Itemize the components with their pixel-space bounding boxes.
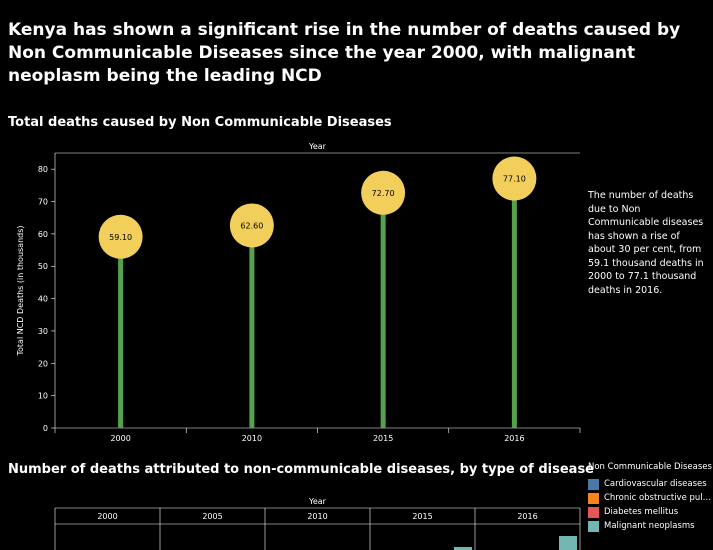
lollipop-circle	[98, 214, 143, 259]
legend-swatch	[588, 520, 599, 532]
x-tick-label: 2010	[242, 434, 262, 443]
chart2-title: Number of deaths attributed to non-commu…	[8, 462, 595, 477]
legend-swatch	[588, 478, 599, 490]
y-tick-label: 50	[38, 262, 48, 271]
data-label: 77.10	[503, 175, 526, 184]
x-axis-title: Year	[308, 142, 327, 151]
legend-label: Chronic obstructive pul…	[604, 493, 712, 503]
y-tick-label: 10	[38, 392, 48, 401]
y-tick-label: 0	[43, 424, 48, 433]
facet-label: 2005	[202, 512, 222, 521]
legend-swatch	[588, 492, 599, 504]
x-tick-label: 2015	[373, 434, 393, 443]
y-tick-label: 70	[38, 198, 48, 207]
y-tick-label: 60	[38, 230, 48, 239]
y-tick-label: 80	[38, 165, 48, 174]
facet-label: 2010	[307, 512, 327, 521]
bar-malignant-2016	[559, 536, 577, 550]
disease-legend: Non Communicable Diseases Cardiovascular…	[588, 462, 713, 533]
data-label: 62.60	[240, 221, 263, 230]
y-tick-label: 30	[38, 327, 48, 336]
facet-label: 2015	[412, 512, 432, 521]
x-tick-label: 2016	[504, 434, 524, 443]
legend-item: Chronic obstructive pul…	[588, 491, 713, 505]
headline: Kenya has shown a significant rise in th…	[8, 20, 681, 86]
facet-axis-title: Year	[308, 497, 327, 506]
chart1-title: Total deaths caused by Non Communicable …	[8, 115, 392, 130]
legend-swatch	[588, 506, 599, 518]
legend-label: Diabetes mellitus	[604, 507, 679, 517]
legend-item: Cardiovascular diseases	[588, 477, 713, 491]
y-tick-label: 40	[38, 295, 48, 304]
y-tick-label: 20	[38, 359, 48, 368]
legend-title: Non Communicable Diseases	[588, 462, 712, 472]
x-tick-label: 2000	[110, 434, 130, 443]
chart1-annotation: The number of deaths due to Non Communic…	[588, 190, 704, 296]
lollipop-circle	[361, 170, 406, 215]
data-label: 59.10	[109, 233, 132, 242]
facet-label: 2016	[517, 512, 537, 521]
legend-item: Diabetes mellitus	[588, 505, 713, 519]
lollipop-circle	[229, 203, 274, 248]
facet-label: 2000	[97, 512, 117, 521]
legend-label: Cardiovascular diseases	[604, 479, 707, 489]
legend-label: Malignant neoplasms	[604, 521, 695, 531]
lollipop-circle	[492, 156, 537, 201]
legend-item: Malignant neoplasms	[588, 519, 713, 533]
y-axis-title: Total NCD Deaths (in thousands)	[16, 225, 25, 356]
data-label: 72.70	[372, 189, 395, 198]
